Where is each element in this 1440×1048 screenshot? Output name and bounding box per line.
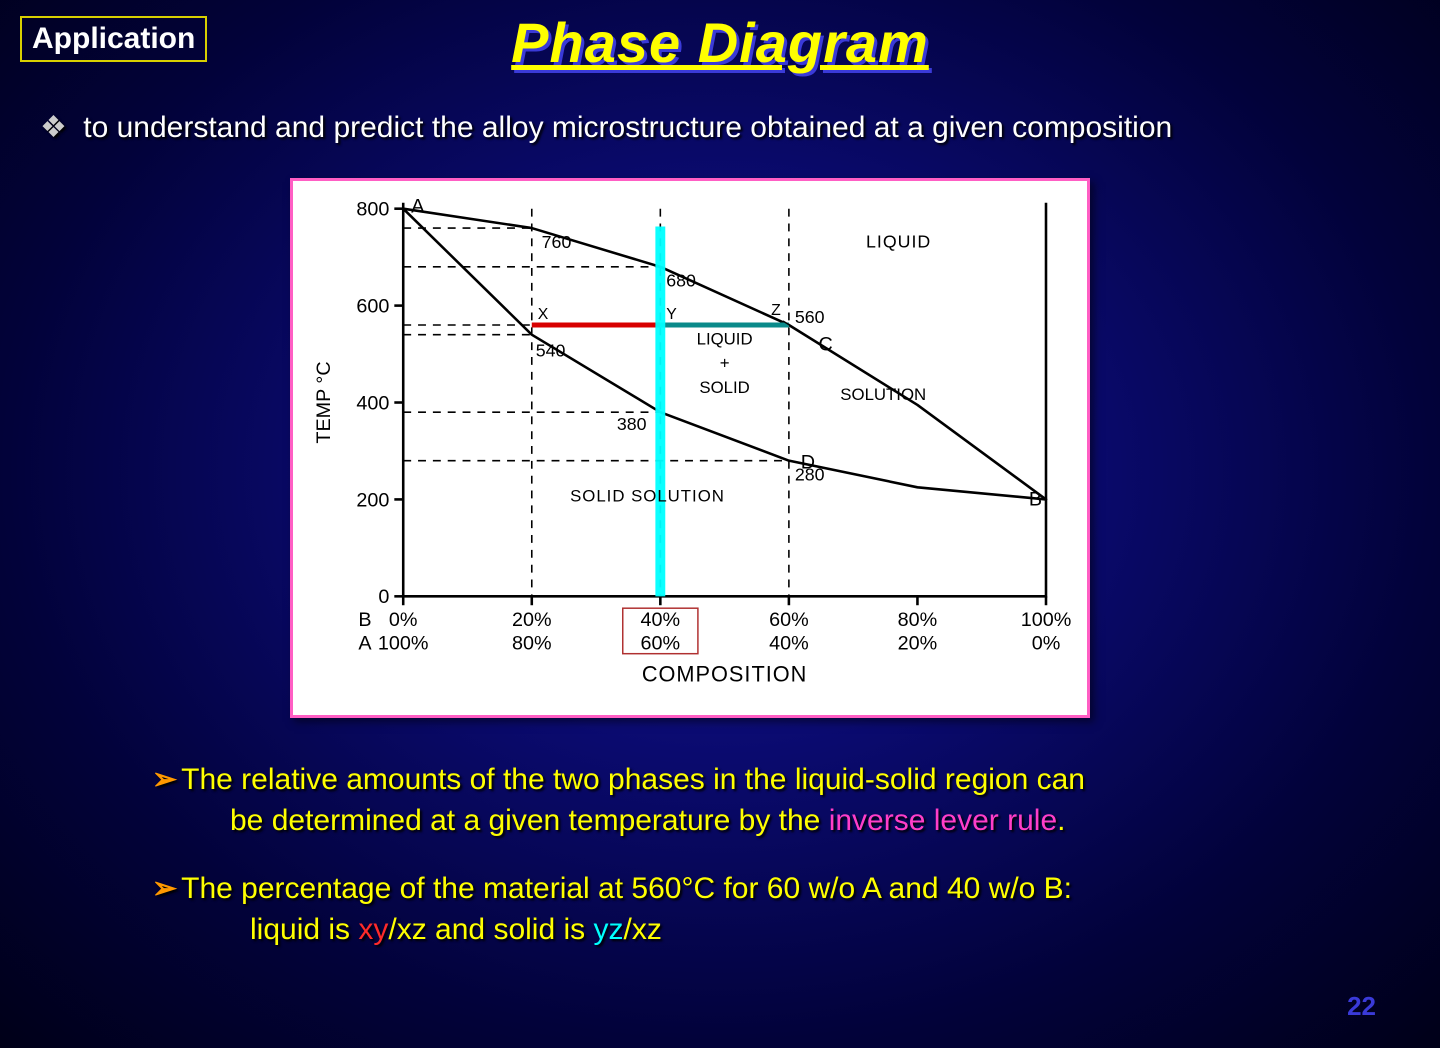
svg-text:C: C (819, 334, 833, 356)
svg-text:100%: 100% (378, 633, 429, 655)
svg-text:20%: 20% (898, 633, 938, 655)
intro-text: to understand and predict the alloy micr… (83, 111, 1172, 144)
svg-text:680: 680 (666, 271, 696, 291)
svg-text:B: B (358, 609, 371, 631)
svg-text:Y: Y (666, 306, 677, 323)
svg-text:80%: 80% (512, 633, 552, 655)
svg-text:A: A (358, 633, 372, 655)
notes-block: ➢The relative amounts of the two phases … (140, 760, 1360, 978)
svg-text:LIQUID: LIQUID (697, 329, 753, 348)
chevron-icon: ➢ (152, 763, 177, 796)
svg-text:LIQUID: LIQUID (866, 231, 931, 251)
svg-text:200: 200 (356, 489, 389, 511)
svg-text:COMPOSITION: COMPOSITION (642, 661, 808, 686)
svg-text:+: + (720, 354, 730, 373)
page-title: Phase Diagram (0, 10, 1440, 75)
svg-text:Z: Z (771, 302, 781, 319)
note-2-mid: /xz and solid is (388, 913, 593, 946)
svg-text:TEMP °C: TEMP °C (313, 361, 335, 443)
note-2-line-a: The percentage of the material at 560°C … (181, 872, 1072, 905)
svg-text:40%: 40% (641, 609, 681, 631)
svg-text:400: 400 (356, 392, 389, 414)
svg-text:SOLID: SOLID (699, 378, 749, 397)
svg-text:B: B (1029, 488, 1042, 510)
phase-diagram-chart: 02004006008000%100%20%80%40%60%60%40%80%… (290, 178, 1090, 718)
chevron-icon: ➢ (152, 872, 177, 905)
svg-text:X: X (538, 306, 549, 323)
svg-text:40%: 40% (769, 633, 809, 655)
svg-text:0%: 0% (389, 609, 418, 631)
note-2: ➢The percentage of the material at 560°C… (140, 869, 1360, 950)
svg-text:540: 540 (536, 340, 566, 360)
svg-text:800: 800 (356, 199, 389, 221)
note-2-yz: yz (593, 913, 623, 946)
intro-line: ❖ to understand and predict the alloy mi… (40, 110, 1400, 145)
chart-svg: 02004006008000%100%20%80%40%60%60%40%80%… (293, 181, 1087, 715)
svg-text:60%: 60% (641, 633, 681, 655)
svg-text:20%: 20% (512, 609, 552, 631)
svg-text:80%: 80% (898, 609, 938, 631)
svg-text:0: 0 (378, 586, 389, 608)
note-1: ➢The relative amounts of the two phases … (140, 760, 1360, 841)
svg-text:600: 600 (356, 296, 389, 318)
note-1-line-b: be determined at a given temperature by … (180, 804, 829, 837)
svg-text:380: 380 (617, 414, 647, 434)
svg-text:SOLID SOLUTION: SOLID SOLUTION (570, 486, 725, 505)
note-1-emph: inverse lever rule (829, 804, 1057, 837)
svg-text:280: 280 (795, 464, 825, 484)
note-2-xy: xy (358, 913, 388, 946)
svg-text:SOLUTION: SOLUTION (840, 385, 926, 404)
svg-text:760: 760 (542, 232, 572, 252)
note-1-line-a: The relative amounts of the two phases i… (181, 763, 1085, 796)
svg-text:100%: 100% (1021, 609, 1072, 631)
svg-text:A: A (411, 196, 425, 218)
page-number: 22 (1347, 991, 1376, 1022)
note-2-post: /xz (623, 913, 661, 946)
note-2-pre: liquid is (180, 913, 358, 946)
note-1-period: . (1057, 804, 1065, 837)
svg-text:60%: 60% (769, 609, 809, 631)
svg-text:560: 560 (795, 307, 825, 327)
intro-bullet: ❖ (40, 111, 67, 144)
svg-text:0%: 0% (1032, 633, 1061, 655)
